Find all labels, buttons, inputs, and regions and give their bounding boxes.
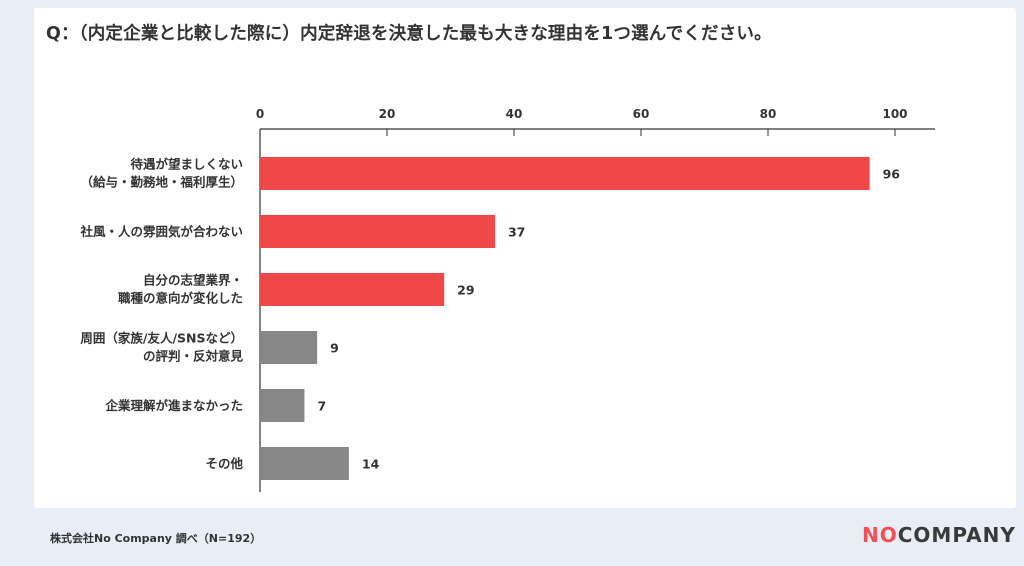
value-label: 96 — [883, 167, 901, 182]
value-label: 29 — [457, 283, 474, 298]
bar — [260, 215, 495, 248]
x-tick-label: 40 — [506, 107, 523, 121]
category-label: 待遇が望ましくない — [130, 157, 243, 172]
company-logo: NOCOMPANY — [862, 523, 1016, 547]
value-label: 9 — [330, 341, 339, 356]
source-note: 株式会社No Company 調べ（N=192） — [50, 532, 262, 545]
category-label: その他 — [205, 456, 243, 471]
category-label: 周囲（家族/友人/SNSなど） — [80, 331, 243, 346]
x-tick-label: 60 — [633, 107, 650, 121]
bar — [260, 447, 349, 480]
value-label: 14 — [362, 457, 380, 472]
logo-part-company: COMPANY — [897, 523, 1016, 547]
category-label: （給与・勤務地・福利厚生） — [80, 175, 243, 190]
value-label: 7 — [317, 399, 326, 414]
x-tick-label: 0 — [256, 107, 264, 121]
category-label: 自分の志望業界・ — [143, 273, 243, 288]
category-label: の評判・反対意見 — [143, 349, 244, 364]
x-tick-label: 100 — [882, 107, 907, 121]
category-label: 職種の意向が変化した — [118, 291, 243, 306]
bar — [260, 389, 305, 422]
question-title: Q：（内定企業と比較した際に）内定辞退を決意した最も大きな理由を1つ選んでくださ… — [46, 24, 772, 44]
bar — [260, 273, 445, 306]
value-label: 37 — [508, 225, 525, 240]
logo-part-no: NO — [862, 523, 898, 547]
bar — [260, 157, 870, 190]
category-label: 企業理解が進まなかった — [104, 398, 243, 413]
x-tick-label: 80 — [760, 107, 777, 121]
bar — [260, 331, 318, 364]
chart-card — [34, 8, 1016, 508]
x-tick-label: 20 — [379, 107, 396, 121]
category-label: 社風・人の雰囲気が合わない — [79, 224, 243, 239]
